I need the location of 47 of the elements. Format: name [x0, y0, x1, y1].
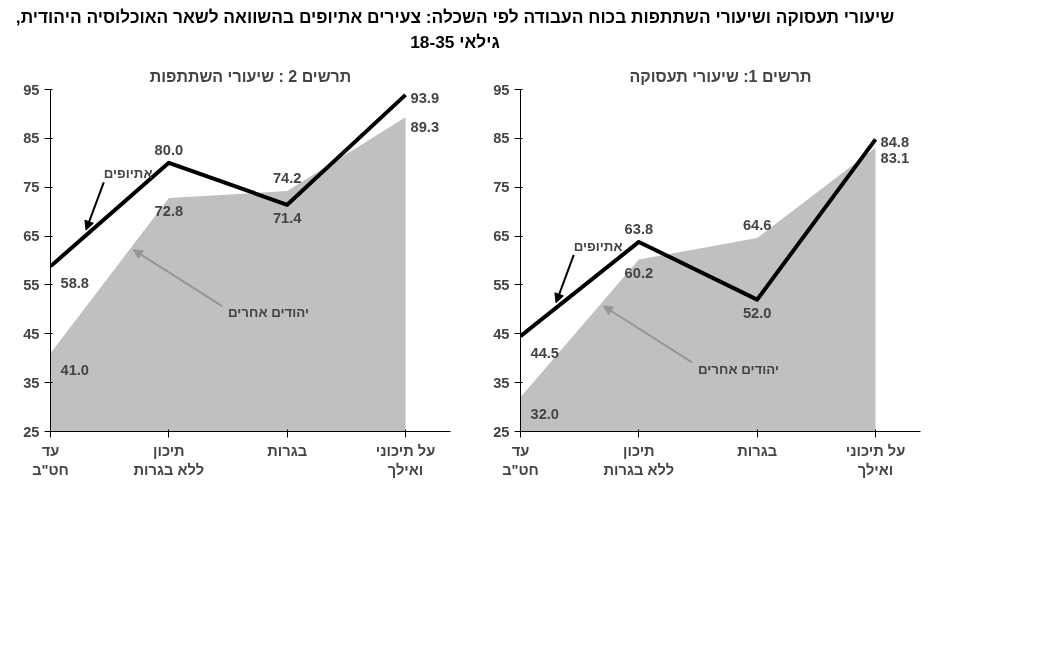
data-label: 71.4: [272, 209, 303, 226]
data-label: 84.8: [880, 133, 910, 150]
chart-subtitle: תרשים 1: שיעורי תעסוקה: [629, 67, 812, 84]
y-tick-label: 55: [23, 276, 40, 293]
y-tick-label: 35: [493, 374, 510, 391]
y-tick-label: 65: [493, 227, 510, 244]
y-tick-label: 45: [493, 325, 510, 342]
data-label: 58.8: [60, 274, 90, 291]
y-tick-label: 65: [23, 227, 40, 244]
x-tick-label: עד חט"ב: [502, 442, 539, 478]
x-tick-label: עד חט"ב: [32, 442, 69, 478]
y-tick-label: 85: [23, 129, 40, 146]
y-tick-label: 95: [23, 81, 40, 97]
data-label: 80.0: [154, 141, 184, 158]
data-label: 72.8: [154, 202, 184, 219]
data-label: 74.2: [272, 169, 302, 186]
data-label: 44.5: [530, 344, 560, 361]
x-tick-label: תיכון ללא בגרות: [603, 442, 675, 478]
series-label: יהודים אחרים: [228, 304, 310, 320]
y-tick-label: 75: [23, 178, 40, 195]
data-label: 89.3: [410, 118, 440, 135]
y-tick-label: 75: [493, 178, 510, 195]
data-label: 52.0: [742, 304, 772, 321]
y-tick-label: 55: [493, 276, 510, 293]
series-label: אתיופים: [103, 165, 153, 181]
y-tick-label: 85: [493, 129, 510, 146]
data-label: 32.0: [530, 405, 560, 422]
x-tick-label: על תיכוני ואילך: [375, 442, 436, 478]
data-label: 63.8: [624, 220, 654, 237]
x-tick-label: על תיכוני ואילך: [845, 442, 906, 478]
series-label: יהודים אחרים: [698, 361, 780, 377]
x-tick-label: בגרות: [267, 442, 308, 458]
data-label: 93.9: [410, 89, 440, 106]
chart-subtitle: תרשים 2 : שיעורי השתתפות: [149, 67, 352, 84]
y-tick-label: 45: [23, 325, 40, 342]
data-label: 60.2: [624, 264, 654, 281]
y-tick-label: 95: [493, 81, 510, 97]
y-tick-label: 25: [23, 423, 40, 439]
data-label: 64.6: [742, 216, 772, 233]
data-label: 83.1: [880, 149, 910, 166]
y-tick-label: 25: [493, 423, 510, 439]
data-label: 41.0: [60, 361, 90, 378]
series-label: אתיופים: [573, 238, 623, 254]
chart-title: שיעורי תעסוקה ושיעורי השתתפות בכוח העבודה לפי השכלה: צעירים אתיופים בהשוואה לשאר האוכלוסיה היהודית, גילאי 18-35: [14, 6, 896, 54]
y-tick-label: 35: [23, 374, 40, 391]
x-tick-label: בגרות: [737, 442, 778, 458]
x-tick-label: תיכון ללא בגרות: [133, 442, 205, 478]
